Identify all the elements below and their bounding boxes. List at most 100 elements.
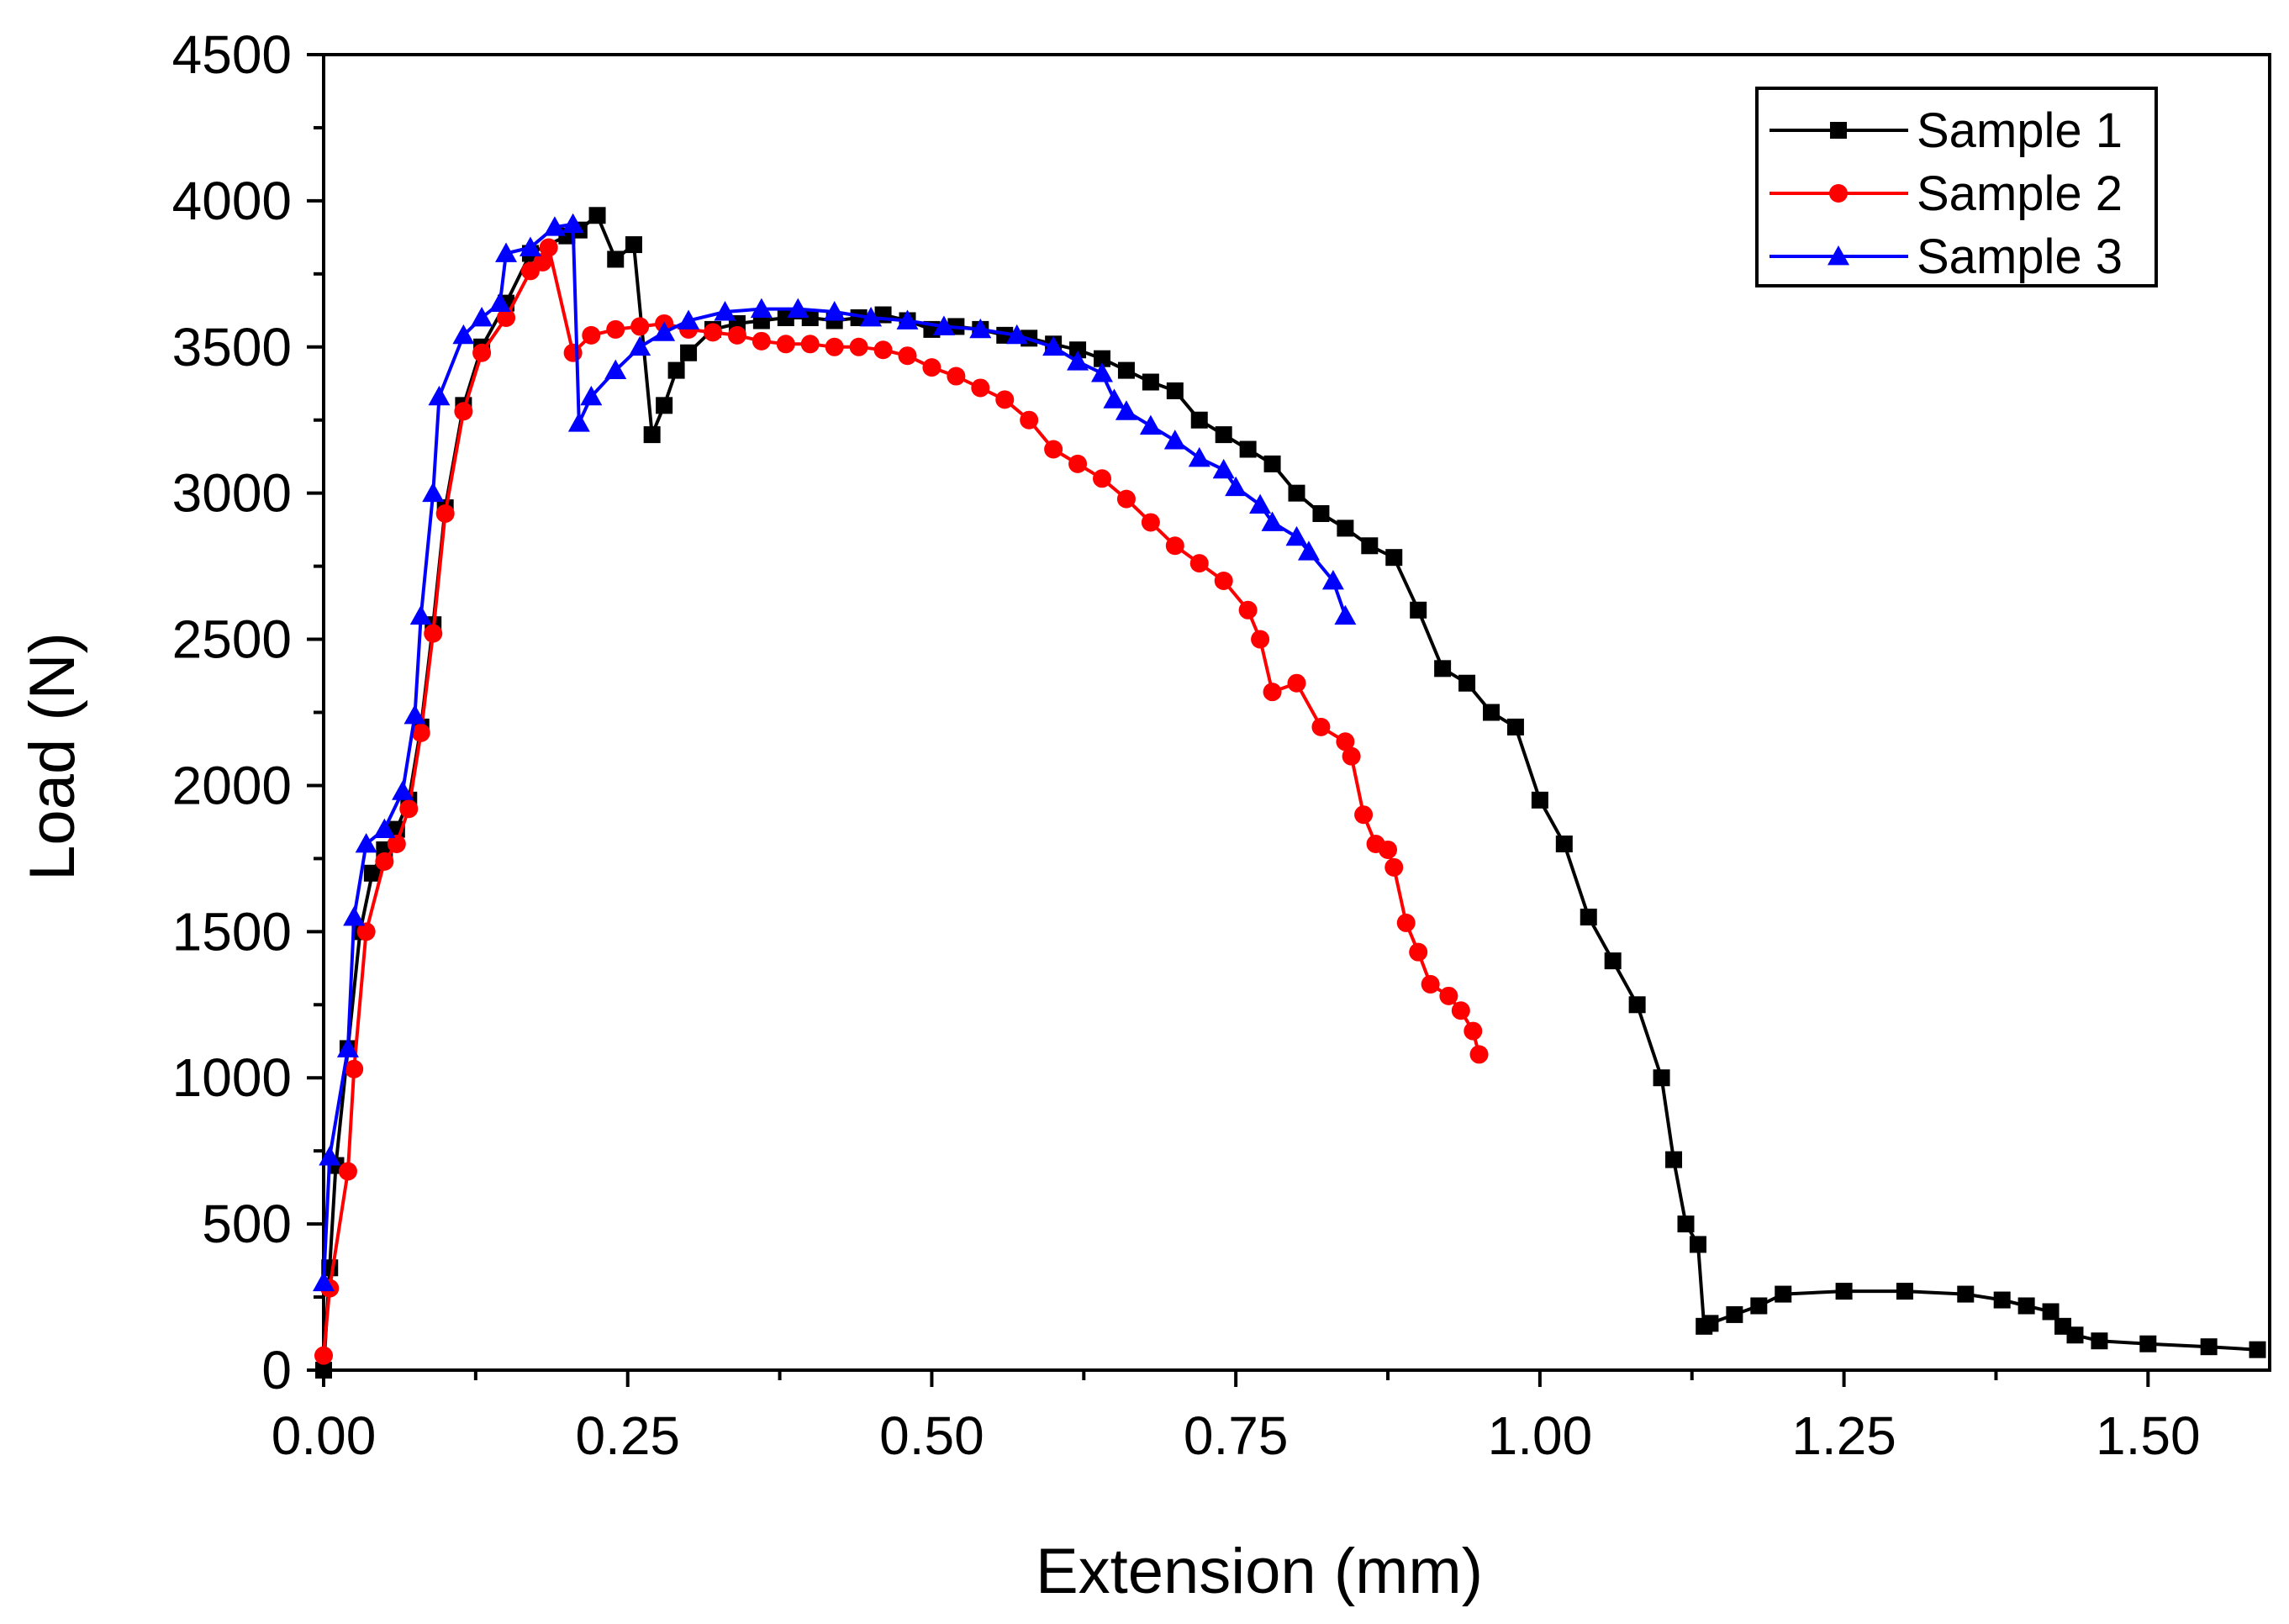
data-point [1239,440,1257,458]
data-point [1163,430,1186,450]
series-3 [313,213,1357,1292]
data-point [1451,1001,1470,1020]
legend-entry: Sample 3 [1769,229,2123,284]
data-point [727,325,746,345]
data-point [898,346,917,366]
data-point [667,361,685,379]
data-point [873,340,893,360]
data-point [519,236,541,256]
y-axis: 0 500 1000 1500 2000 2500 3000 3500 4000 4500 [172,24,324,1400]
data-point [1379,840,1398,859]
data-point [1044,440,1063,459]
data-point [1483,704,1500,721]
legend-marker [1830,122,1847,139]
data-point [1628,996,1646,1014]
data-point [319,1146,341,1166]
data-point [1005,324,1028,345]
x-tick-label: 0.00 [272,1405,377,1466]
x-tick-label: 0.25 [575,1405,680,1466]
data-point [373,818,396,839]
data-point [1238,600,1258,620]
data-point [1094,350,1110,367]
data-point [1215,426,1232,444]
data-point [1334,604,1357,625]
data-point [971,378,990,398]
data-point [752,331,771,351]
data-point [1288,484,1305,502]
data-point [497,308,516,327]
series-line [322,214,2258,1371]
data-point [1115,400,1137,420]
data-point [315,1362,332,1379]
data-point [825,337,844,356]
data-point [435,504,455,524]
data-point [630,317,650,336]
data-point [1835,1283,1853,1300]
data-point [1312,505,1330,523]
x-tick-label: 1.00 [1488,1405,1593,1466]
data-point [625,236,642,254]
data-point [543,216,566,236]
data-point [1188,446,1210,467]
legend-entry: Sample 1 [1769,103,2123,158]
series-2 [314,238,1489,1365]
data-point [1251,630,1270,649]
y-tick-label: 4000 [172,171,292,231]
data-point [1190,411,1208,429]
y-tick-label: 1000 [172,1047,292,1108]
data-point [1701,1315,1719,1332]
data-point [1336,732,1355,751]
data-point [533,252,552,272]
data-point [1067,351,1089,371]
legend-box [1755,87,2158,287]
data-point [1069,341,1087,359]
data-point [1775,1285,1792,1303]
data-point [1421,974,1440,994]
data-point [588,207,606,224]
y-tick-label: 3500 [172,317,292,377]
series-line [322,222,1348,1283]
x-tick-label: 0.50 [879,1405,984,1466]
data-point [776,335,795,354]
data-point [1141,513,1160,532]
y-tick-label: 500 [202,1194,292,1254]
data-point [1142,373,1159,391]
data-point [2249,1341,2266,1358]
data-point [338,1162,357,1181]
data-point [656,397,673,414]
data-point [969,318,992,339]
data-point [2139,1335,2157,1352]
data-point [387,835,406,853]
data-point [1189,554,1209,573]
data-point [1957,1285,1975,1303]
data-point [800,335,820,354]
data-point [336,1037,359,1057]
data-point [1604,952,1622,970]
data-point [922,358,941,377]
data-point [604,359,627,379]
data-point [392,780,414,800]
data-point [1287,673,1306,693]
data-point [1458,674,1476,692]
legend-label: Sample 3 [1917,229,2123,284]
data-point [1321,570,1344,590]
data-point [1139,414,1162,435]
data-point [607,250,625,268]
data-point [1354,805,1374,825]
data-point [1653,1069,1670,1087]
data-point [823,301,846,321]
legend-marker [1829,184,1848,203]
data-point [1342,746,1361,766]
data-point [947,366,966,386]
legend-label: Sample 2 [1917,166,2123,221]
data-point [1214,572,1233,590]
data-point [424,624,443,643]
data-point [1116,489,1136,509]
data-point [1677,1215,1695,1233]
data-point [562,213,584,234]
data-point [1384,857,1404,877]
data-point [653,321,676,341]
data-point [356,922,376,941]
data-point [643,426,661,444]
data-point [750,298,773,318]
